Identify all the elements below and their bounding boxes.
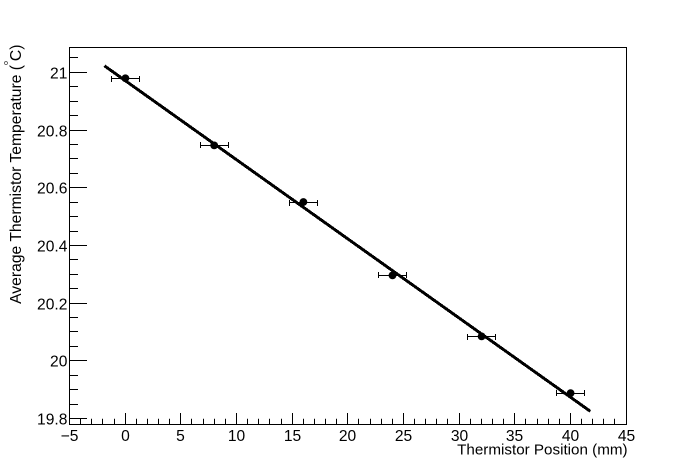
svg-text:Average Thermistor Temperature: Average Thermistor Temperature (oC) — [3, 45, 25, 304]
svg-text:35: 35 — [506, 428, 524, 445]
svg-text:15: 15 — [284, 428, 302, 445]
svg-text:10: 10 — [228, 428, 246, 445]
svg-text:0: 0 — [121, 428, 130, 445]
svg-text:21: 21 — [50, 66, 67, 83]
svg-text:40: 40 — [562, 428, 580, 445]
svg-text:20: 20 — [339, 428, 357, 445]
svg-text:20.8: 20.8 — [37, 124, 67, 141]
svg-text:19.8: 19.8 — [37, 412, 67, 429]
svg-text:20.2: 20.2 — [37, 297, 67, 314]
svg-text:Thermistor Position (mm): Thermistor Position (mm) — [457, 442, 627, 459]
svg-text:5: 5 — [176, 428, 185, 445]
svg-text:20.4: 20.4 — [37, 239, 68, 256]
svg-text:20.6: 20.6 — [37, 181, 67, 198]
svg-text:45: 45 — [618, 428, 636, 445]
svg-text:30: 30 — [451, 428, 469, 445]
svg-text:20: 20 — [50, 354, 68, 371]
svg-text:−5: −5 — [61, 428, 79, 445]
svg-text:25: 25 — [395, 428, 413, 445]
